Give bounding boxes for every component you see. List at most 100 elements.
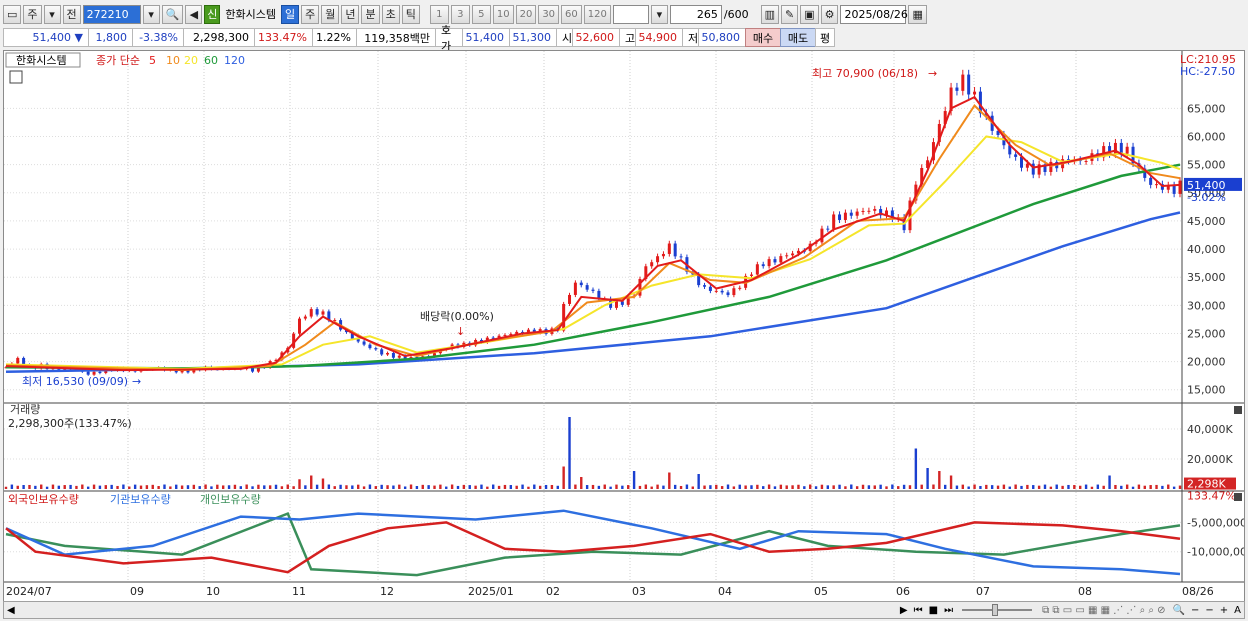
- date-input[interactable]: 2025/08/26: [840, 4, 908, 24]
- candle-body: [879, 209, 883, 216]
- chart-canvas[interactable]: 2024/07 09 10 11 12 2025/01 02 03 04 05 06 07 08 08/2…: [4, 51, 1244, 602]
- calendar-icon[interactable]: ▦: [908, 4, 927, 24]
- scroll-left-icon[interactable]: ◀: [7, 604, 15, 616]
- plus-icon[interactable]: +: [1219, 604, 1229, 616]
- tab-daily[interactable]: 일: [280, 4, 300, 24]
- chart-type-icon[interactable]: ▥: [760, 4, 779, 24]
- count-value: 265: [696, 7, 718, 21]
- interval-30[interactable]: 30: [538, 4, 560, 24]
- tab-yearly[interactable]: 년: [341, 4, 360, 24]
- volume-bar: [979, 485, 982, 489]
- interval-3[interactable]: 3: [450, 4, 470, 24]
- interval-5[interactable]: 5: [471, 4, 491, 24]
- legend-period-60: 60: [204, 54, 218, 67]
- volume-bar: [902, 484, 906, 489]
- tab-second[interactable]: 초: [381, 4, 400, 24]
- interval-60[interactable]: 60: [561, 4, 582, 24]
- code-dropdown-icon[interactable]: ▾: [142, 4, 160, 24]
- volume-bar: [16, 485, 19, 489]
- search-icon[interactable]: 🔍: [161, 4, 184, 24]
- tab-minute[interactable]: 분: [361, 4, 380, 24]
- stop-icon[interactable]: ■: [928, 604, 939, 616]
- volume-bar: [145, 485, 149, 489]
- volume-bar: [245, 484, 248, 489]
- chart-area[interactable]: 2024/07 09 10 11 12 2025/01 02 03 04 05 06 07 08 08/2…: [3, 50, 1245, 605]
- interval-1[interactable]: 1: [429, 4, 449, 24]
- minus-icon[interactable]: −: [1205, 604, 1214, 616]
- interval-custom-input[interactable]: [612, 4, 649, 24]
- candle-body: [820, 228, 824, 243]
- tab-weekly[interactable]: 주: [301, 4, 320, 24]
- count-input[interactable]: 265: [669, 4, 722, 24]
- prev-button[interactable]: 전: [62, 4, 81, 24]
- volume-bar: [286, 484, 289, 489]
- candle-body: [796, 250, 800, 254]
- avg-button[interactable]: 평: [815, 28, 835, 47]
- volume-bar: [538, 485, 542, 489]
- volume-bar: [715, 484, 718, 489]
- legend-foreign: 외국인보유수량: [8, 493, 79, 506]
- tab-tick[interactable]: 틱: [401, 4, 420, 24]
- price-y-tick: 25,000: [1187, 327, 1226, 340]
- candle-body: [315, 309, 319, 315]
- holding-y-tick: -5,000,000: [1187, 516, 1244, 529]
- zoom-icon[interactable]: 🔍: [1172, 604, 1185, 616]
- volume-bar: [1137, 484, 1141, 489]
- candle-body: [843, 212, 847, 220]
- window-icon[interactable]: ▭: [3, 4, 22, 24]
- tool-icons[interactable]: ⧉ ⧉ ▭ ▭ ▦ ▦ ⋰ ⋰ ⌕ ⌕ ⊘: [1042, 604, 1166, 616]
- zoom-slider-thumb[interactable]: [992, 604, 999, 616]
- volume-bar: [186, 485, 190, 489]
- scroll-right-icon[interactable]: ▶: [899, 604, 908, 616]
- buy-button[interactable]: 매수: [745, 28, 781, 47]
- volume-bar: [820, 484, 824, 489]
- x-tick-label: 2024/07: [6, 585, 52, 598]
- zoom-out-icon[interactable]: −: [1190, 604, 1200, 616]
- x-tick-label: 11: [292, 585, 306, 598]
- price-y-tick: 40,000: [1187, 243, 1226, 256]
- zoom-slider[interactable]: [962, 604, 1033, 616]
- price-y-tick: 55,000: [1187, 159, 1226, 172]
- trade-amount: 119,358백만: [356, 28, 436, 47]
- candle-body: [755, 264, 759, 275]
- volume-bar: [333, 486, 336, 489]
- volume-bar: [797, 484, 800, 489]
- candle-body: [433, 353, 437, 357]
- interval-120[interactable]: 120: [583, 4, 611, 24]
- scroll-bar[interactable]: ◀ ▶ ⏮ ■ ⏭ ⧉ ⧉ ▭ ▭ ▦ ▦ ⋰ ⋰ ⌕ ⌕ ⊘ 🔍 − − + …: [3, 601, 1245, 619]
- save-icon[interactable]: ▣: [800, 4, 819, 24]
- speaker-icon[interactable]: ◀: [185, 4, 203, 24]
- candle-body: [978, 91, 982, 114]
- volume-bar: [157, 486, 160, 489]
- candle-body: [309, 309, 313, 317]
- institution-holding-line: [5, 509, 1181, 576]
- period-week-select[interactable]: 주: [23, 4, 42, 24]
- interval-10[interactable]: 10: [492, 4, 514, 24]
- interval-dropdown-icon[interactable]: ▾: [650, 4, 668, 24]
- last-icon[interactable]: ⏭: [944, 604, 954, 616]
- volume-bar: [673, 484, 677, 489]
- legend-individual: 개인보유수량: [200, 493, 261, 506]
- volume-bar: [785, 485, 788, 489]
- candle-body: [620, 301, 624, 305]
- gear-icon[interactable]: ⚙: [820, 4, 839, 24]
- volume-bar: [151, 484, 154, 489]
- legend-period-20: 20: [184, 54, 198, 67]
- chevron-down-icon[interactable]: ▾: [43, 4, 61, 24]
- tab-monthly[interactable]: 월: [321, 4, 340, 24]
- first-icon[interactable]: ⏮: [913, 604, 923, 616]
- candle-body: [1143, 168, 1147, 178]
- volume-bar: [403, 486, 407, 489]
- volume-bar: [861, 484, 865, 489]
- last-price-box: [1184, 177, 1242, 191]
- volume-bar: [1108, 475, 1111, 489]
- draw-tool-icon[interactable]: ✎: [780, 4, 799, 24]
- candle-body: [597, 290, 601, 300]
- sell-button[interactable]: 매도: [780, 28, 816, 47]
- font-size-icon[interactable]: A: [1234, 604, 1241, 616]
- interval-20[interactable]: 20: [515, 4, 537, 24]
- stock-code-input[interactable]: 272210: [82, 4, 141, 24]
- candle-body: [720, 290, 724, 293]
- x-tick-label: 08: [1078, 585, 1092, 598]
- high-annotation: 최고 70,900 (06/18): [812, 67, 918, 80]
